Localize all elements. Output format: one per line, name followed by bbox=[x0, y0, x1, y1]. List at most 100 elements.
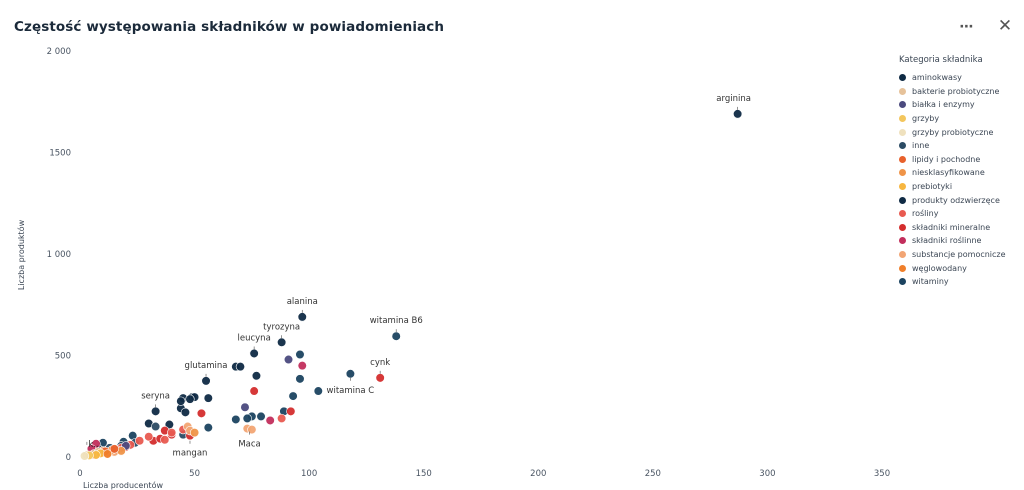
y-axis: 0 500 1 000 1500 2 000 bbox=[47, 47, 71, 463]
scatter-chart: 0 500 1 000 1500 2 000 0 50 100 150 200 250 300 350… bbox=[16, 47, 890, 490]
data-point[interactable] bbox=[79, 451, 90, 461]
y-axis-label: Liczba produktów bbox=[16, 219, 26, 290]
data-point[interactable] bbox=[247, 424, 257, 435]
annotation-label: cynk bbox=[370, 358, 390, 368]
legend-item[interactable]: grzyby probiotyczne bbox=[899, 125, 1021, 139]
data-point[interactable] bbox=[151, 406, 161, 416]
data-point[interactable] bbox=[160, 435, 170, 445]
legend-item[interactable]: niesklasyfikowane bbox=[899, 166, 1021, 180]
legend-dot-icon bbox=[899, 87, 906, 95]
annotation-label: witamina B6 bbox=[370, 316, 423, 326]
x-tick-label: 100 bbox=[301, 469, 317, 479]
legend-item[interactable]: białka i enzymy bbox=[899, 98, 1021, 112]
legend-dot-icon bbox=[899, 115, 906, 123]
data-point[interactable] bbox=[313, 386, 323, 396]
legend-item[interactable]: aminokwasy bbox=[899, 71, 1021, 85]
legend-item[interactable]: produkty odzwierzęce bbox=[899, 193, 1021, 207]
legend-label: węglowodany bbox=[912, 263, 967, 273]
legend-label: lipidy i pochodne bbox=[912, 154, 981, 164]
data-point[interactable] bbox=[203, 393, 213, 403]
data-point[interactable] bbox=[102, 449, 113, 459]
data-point[interactable] bbox=[283, 354, 294, 365]
legend-dot-icon bbox=[899, 196, 906, 204]
data-point[interactable] bbox=[201, 376, 211, 386]
data-point[interactable] bbox=[231, 414, 241, 425]
annotation-label: mangan bbox=[173, 449, 208, 459]
legend-dot-icon bbox=[899, 237, 906, 245]
legend-items: aminokwasy bakterie probiotyczne białka i … bbox=[899, 71, 1021, 289]
data-point[interactable] bbox=[297, 361, 307, 371]
legend-item[interactable]: witaminy bbox=[899, 275, 1021, 289]
data-point[interactable] bbox=[375, 373, 385, 383]
x-tick-label: 50 bbox=[189, 469, 200, 479]
annotation-label: arginina bbox=[716, 94, 751, 104]
legend-item[interactable]: składniki roślinne bbox=[899, 234, 1021, 248]
data-point[interactable] bbox=[189, 428, 200, 438]
data-point[interactable] bbox=[345, 369, 355, 379]
data-point[interactable] bbox=[297, 312, 307, 322]
data-point[interactable] bbox=[151, 421, 161, 432]
legend-dot-icon bbox=[899, 101, 906, 109]
legend-item[interactable]: składniki mineralne bbox=[899, 221, 1021, 235]
legend-item[interactable]: inne bbox=[899, 139, 1021, 153]
y-tick-label: 0 bbox=[66, 453, 71, 463]
data-point[interactable] bbox=[265, 415, 275, 426]
data-point[interactable] bbox=[109, 444, 119, 454]
data-point[interactable] bbox=[185, 394, 195, 404]
legend-dot-icon bbox=[899, 183, 906, 191]
data-point[interactable] bbox=[249, 348, 259, 359]
data-point[interactable] bbox=[277, 337, 287, 347]
data-point[interactable] bbox=[277, 413, 287, 424]
y-tick-label: 1500 bbox=[49, 149, 71, 159]
data-point[interactable] bbox=[251, 371, 262, 381]
legend-item[interactable]: rośliny bbox=[899, 207, 1021, 221]
legend-dot-icon bbox=[899, 74, 906, 82]
annotation-label: alanina bbox=[287, 297, 318, 307]
legend-item[interactable]: substancje pomocnicze bbox=[899, 248, 1021, 262]
legend-item[interactable]: prebiotyki bbox=[899, 180, 1021, 194]
data-point[interactable] bbox=[295, 374, 305, 384]
legend-label: grzyby bbox=[912, 114, 940, 124]
data-point[interactable] bbox=[235, 362, 245, 372]
legend-label: bakterie probiotyczne bbox=[912, 86, 1000, 96]
data-point[interactable] bbox=[249, 386, 259, 396]
close-icon[interactable]: ✕ bbox=[997, 16, 1013, 36]
data-point[interactable] bbox=[242, 413, 252, 424]
x-tick-label: 150 bbox=[416, 469, 432, 479]
data-point[interactable] bbox=[196, 408, 207, 418]
more-options-icon[interactable]: ⋯ bbox=[959, 18, 975, 35]
data-point[interactable] bbox=[286, 406, 296, 416]
data-point[interactable] bbox=[167, 428, 177, 438]
legend-label: grzyby probiotyczne bbox=[912, 127, 994, 137]
legend-item[interactable]: grzyby bbox=[899, 112, 1021, 126]
data-point[interactable] bbox=[733, 109, 743, 119]
data-point[interactable] bbox=[176, 396, 186, 406]
data-point[interactable] bbox=[240, 402, 250, 412]
data-point[interactable] bbox=[288, 391, 298, 401]
legend-item[interactable]: lipidy i pochodne bbox=[899, 153, 1021, 167]
legend-dot-icon bbox=[899, 155, 906, 163]
annotation-label: glutamina bbox=[185, 361, 228, 371]
legend-dot-icon bbox=[899, 223, 906, 231]
data-point[interactable] bbox=[391, 331, 401, 341]
legend-label: składniki mineralne bbox=[912, 222, 991, 232]
data-point[interactable] bbox=[203, 422, 213, 433]
annotations: arginina alanina witamina B6 tyrozynaleucyn… bbox=[86, 94, 751, 459]
data-point[interactable] bbox=[144, 432, 154, 442]
legend-label: niesklasyfikowane bbox=[912, 168, 985, 178]
legend-item[interactable]: bakterie probiotyczne bbox=[899, 85, 1021, 99]
legend-label: substancje pomocnicze bbox=[912, 250, 1006, 260]
data-point[interactable] bbox=[256, 411, 266, 422]
annotation-label: leucyna bbox=[238, 333, 271, 343]
legend-dot-icon bbox=[899, 264, 906, 272]
legend-label: witaminy bbox=[912, 277, 949, 287]
x-tick-label: 250 bbox=[645, 469, 661, 479]
data-point[interactable] bbox=[180, 407, 191, 417]
data-point[interactable] bbox=[134, 436, 145, 446]
x-axis: 0 50 100 150 200 250 300 350 bbox=[77, 469, 890, 479]
legend-item[interactable]: węglowodany bbox=[899, 261, 1021, 275]
data-point[interactable] bbox=[295, 349, 305, 360]
annotation-label: seryna bbox=[141, 391, 170, 401]
chart-toolbar: ⋯ ✕ bbox=[958, 18, 1014, 35]
legend-label: aminokwasy bbox=[912, 73, 962, 83]
